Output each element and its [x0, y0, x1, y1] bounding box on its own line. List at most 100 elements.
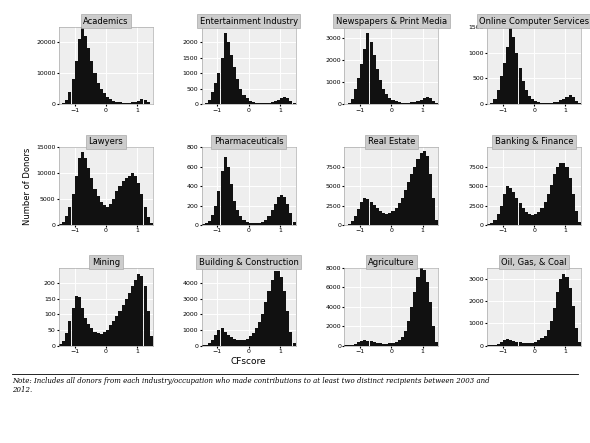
Bar [575, 328, 578, 346]
Bar [131, 173, 134, 225]
Bar [128, 102, 131, 105]
Bar [562, 274, 565, 346]
Bar [258, 322, 261, 346]
Bar [277, 197, 280, 225]
Bar [565, 167, 569, 225]
Bar [414, 292, 417, 346]
Bar [116, 101, 119, 105]
Bar [68, 92, 71, 105]
Bar [280, 98, 283, 105]
Bar [559, 163, 562, 225]
Bar [500, 76, 503, 105]
Bar [217, 73, 221, 105]
Bar [366, 33, 369, 105]
Bar [391, 342, 395, 346]
Bar [109, 204, 112, 225]
Bar [150, 223, 153, 225]
Bar [128, 176, 131, 225]
Bar [236, 340, 240, 346]
Bar [255, 328, 258, 346]
Bar [261, 222, 264, 225]
Bar [150, 104, 153, 105]
Bar [382, 344, 385, 346]
Title: Building & Construction: Building & Construction [199, 258, 299, 267]
Bar [252, 223, 255, 225]
Bar [543, 103, 547, 105]
Bar [357, 78, 360, 105]
Bar [75, 296, 78, 346]
Bar [274, 101, 277, 105]
Bar [124, 178, 128, 225]
Bar [506, 339, 509, 346]
Bar [429, 302, 432, 346]
Bar [147, 311, 150, 346]
Bar [534, 101, 537, 105]
Bar [93, 189, 97, 225]
Bar [205, 224, 208, 225]
Title: Mining: Mining [92, 258, 120, 267]
Bar [360, 202, 363, 225]
Bar [578, 222, 581, 225]
Bar [81, 27, 84, 105]
Title: Banking & Finance: Banking & Finance [495, 137, 573, 146]
Bar [81, 308, 84, 346]
Title: Newspapers & Print Media: Newspapers & Print Media [336, 17, 447, 26]
Bar [255, 102, 258, 105]
Bar [140, 194, 143, 225]
Bar [426, 97, 429, 105]
Bar [490, 223, 493, 225]
Bar [426, 282, 429, 346]
Bar [245, 338, 248, 346]
Title: Oil, Gas, & Coal: Oil, Gas, & Coal [502, 258, 567, 267]
Bar [84, 318, 87, 346]
Bar [205, 345, 208, 346]
Bar [119, 102, 122, 105]
Bar [143, 100, 146, 105]
Bar [350, 99, 354, 105]
Bar [122, 181, 124, 225]
Bar [283, 291, 286, 346]
Bar [62, 222, 65, 225]
Bar [401, 337, 404, 346]
Bar [214, 334, 217, 346]
Bar [230, 184, 233, 225]
Bar [547, 194, 550, 225]
Bar [348, 103, 350, 105]
Bar [293, 343, 296, 346]
Bar [500, 206, 503, 225]
Bar [522, 81, 525, 105]
Bar [525, 90, 528, 105]
Bar [137, 101, 140, 105]
Bar [382, 89, 385, 105]
Bar [357, 210, 360, 225]
Bar [345, 104, 348, 105]
Bar [208, 221, 211, 225]
Bar [150, 336, 153, 346]
Bar [423, 270, 426, 346]
Bar [363, 198, 366, 225]
Bar [87, 324, 90, 346]
Bar [407, 321, 410, 346]
Bar [391, 100, 395, 105]
Bar [569, 95, 572, 105]
Bar [419, 268, 422, 346]
Bar [528, 343, 531, 346]
Bar [202, 104, 205, 105]
Bar [78, 158, 81, 225]
Bar [71, 79, 74, 105]
Bar [240, 340, 242, 346]
Bar [283, 197, 286, 225]
Bar [217, 191, 221, 225]
Bar [379, 211, 382, 225]
Bar [417, 159, 419, 225]
Bar [112, 101, 115, 105]
Bar [109, 99, 112, 105]
Bar [106, 207, 109, 225]
Bar [93, 331, 97, 346]
Bar [493, 345, 497, 346]
Bar [547, 103, 550, 105]
Bar [388, 213, 391, 225]
Bar [435, 342, 438, 346]
Bar [556, 167, 559, 225]
Bar [242, 95, 245, 105]
